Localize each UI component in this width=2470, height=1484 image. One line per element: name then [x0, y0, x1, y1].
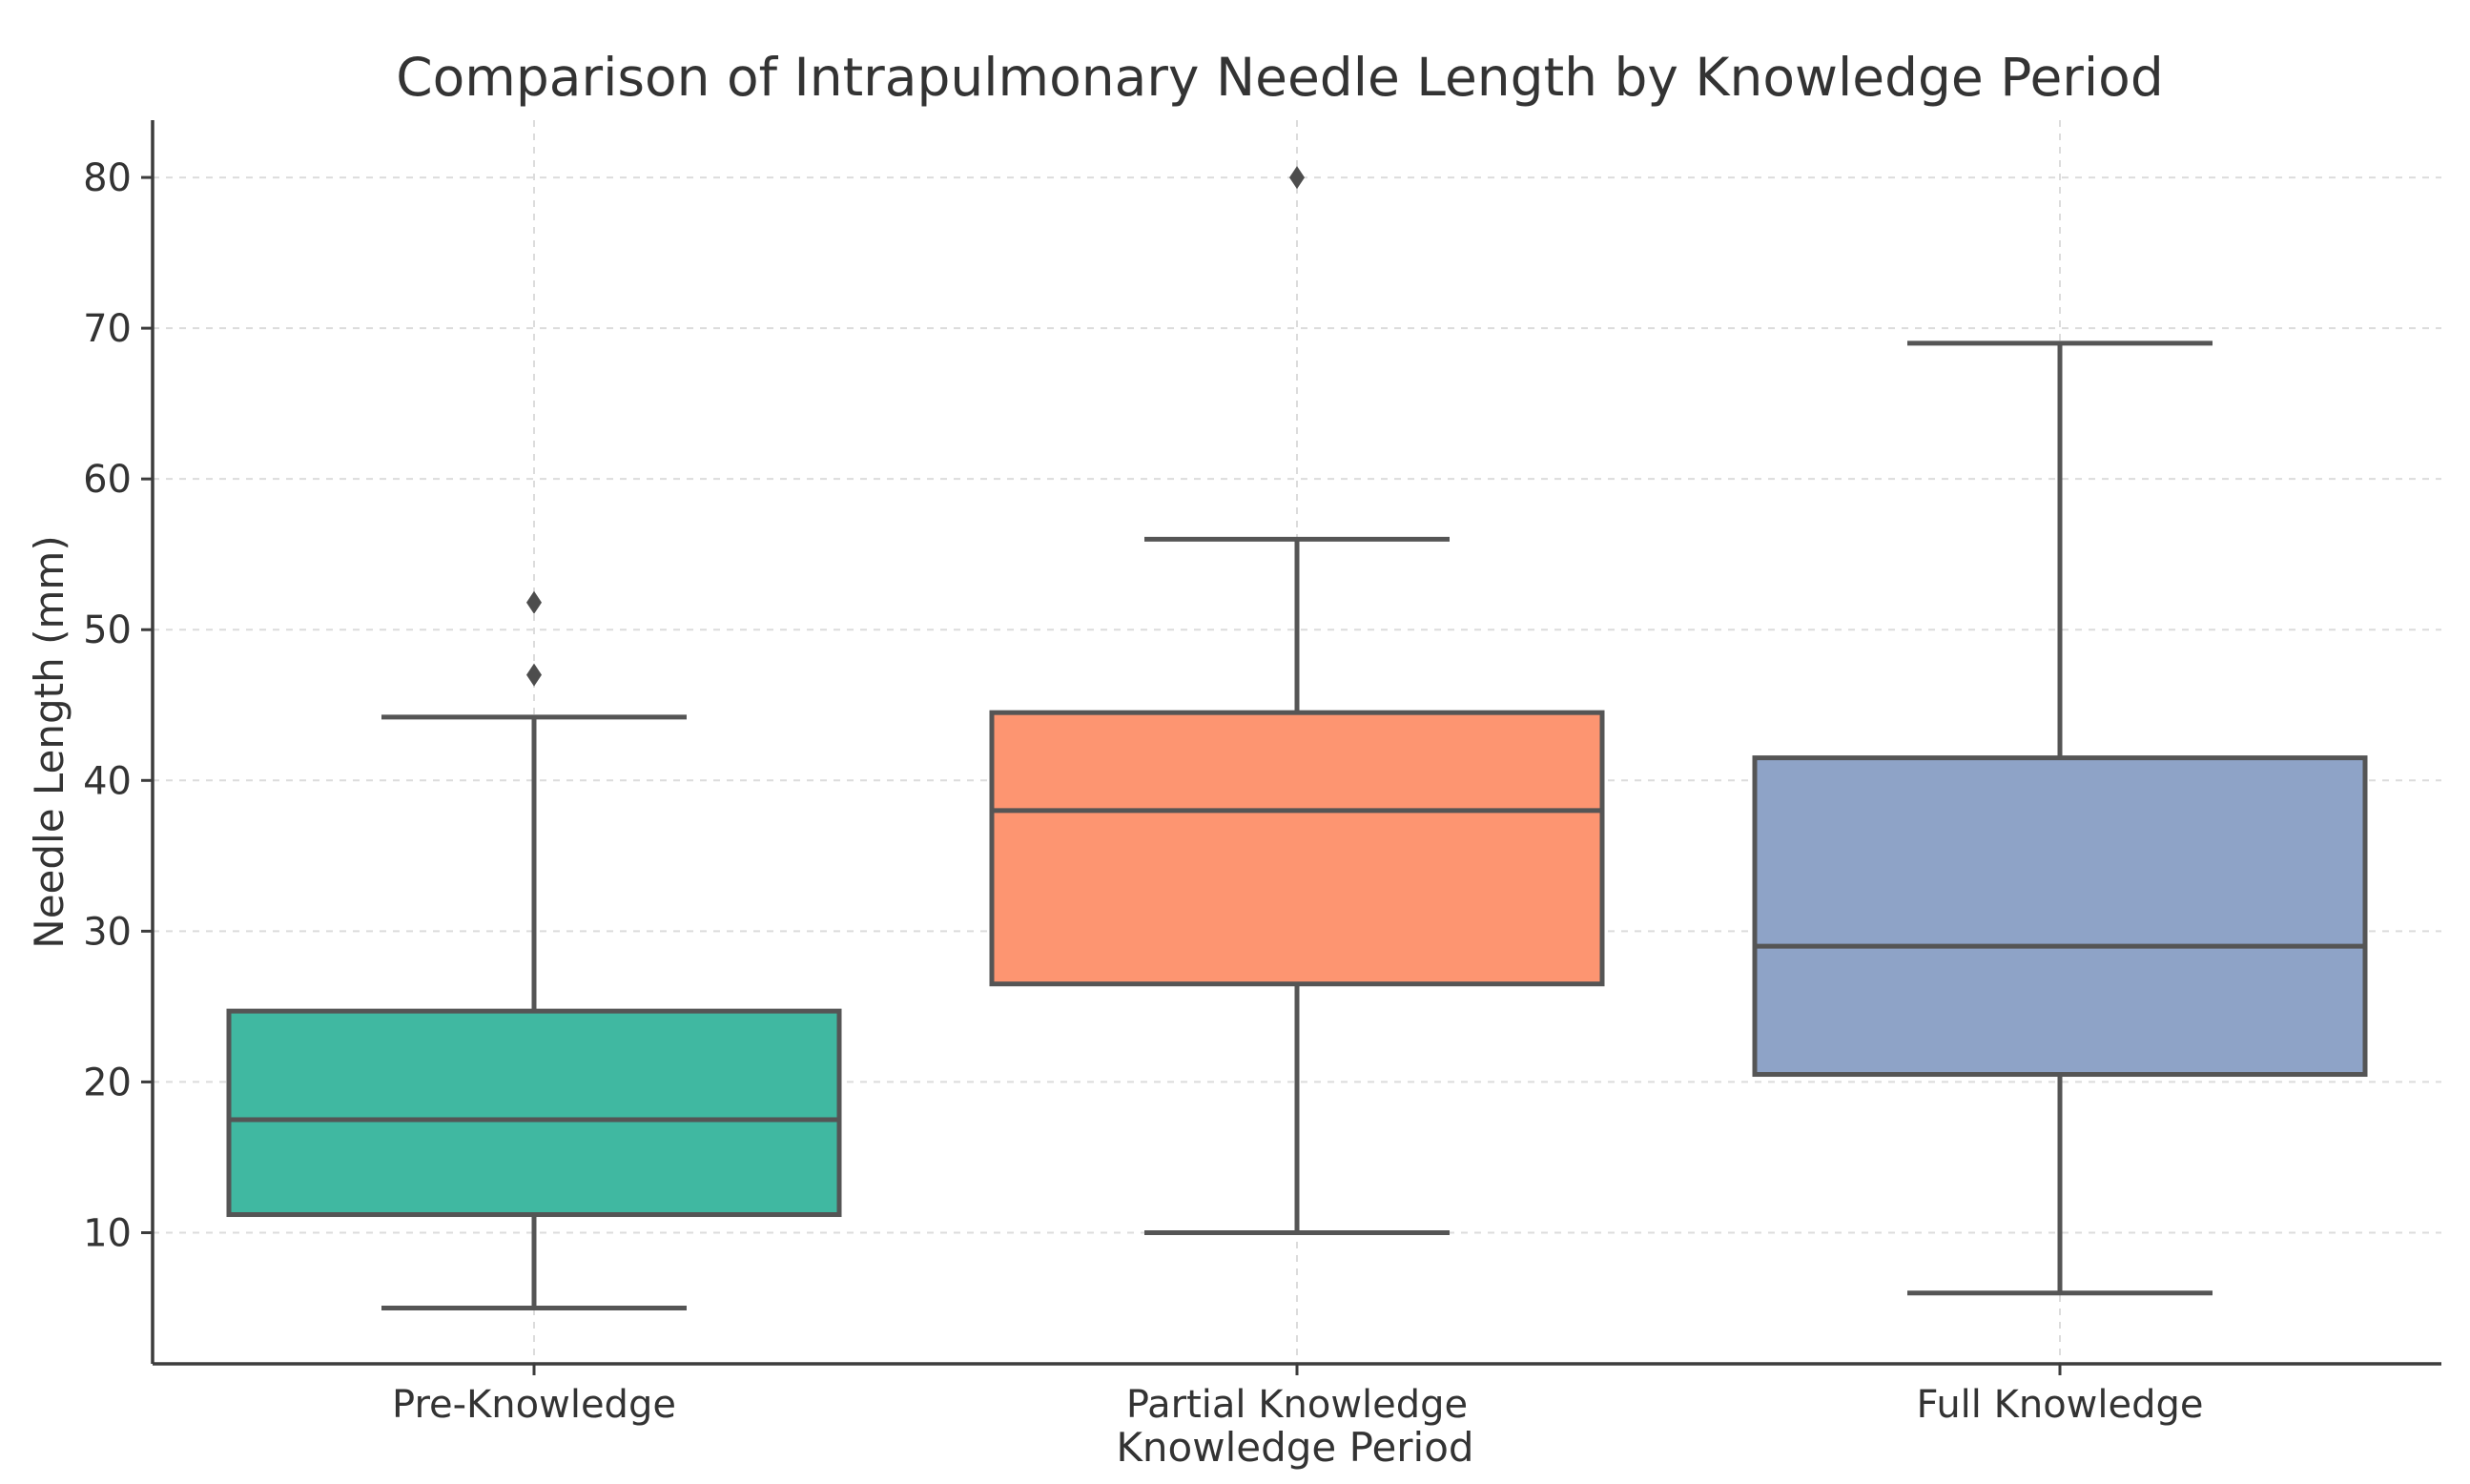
y-tick-label: 30	[83, 910, 132, 954]
box-group	[226, 590, 842, 1311]
y-tick-label: 80	[83, 156, 132, 200]
iqr-box	[226, 1008, 842, 1218]
iqr-box	[989, 710, 1605, 987]
outlier-point	[526, 663, 542, 687]
box-group	[989, 166, 1605, 1235]
y-tick-label: 60	[83, 458, 132, 502]
axis-layer: 10 20 30 40 50 60 70 80 Pre-Knowledge Partial Kno…	[83, 120, 2441, 1427]
chart-title: Comparison of Intrapulmonary Needle Leng…	[396, 47, 2164, 108]
x-tick-label: Full Knowledge	[1917, 1383, 2204, 1427]
outlier-point	[526, 590, 542, 614]
x-axis-label: Knowledge Period	[1116, 1424, 1473, 1471]
box-group	[1752, 340, 2368, 1296]
y-tick-label: 70	[83, 307, 132, 351]
y-axis-label: Needle Length (mm)	[26, 535, 72, 948]
y-tick-label: 50	[83, 608, 132, 652]
iqr-box	[1752, 755, 2368, 1078]
box-layer	[226, 166, 2368, 1311]
outlier-point	[1289, 166, 1305, 190]
y-tick-label: 10	[83, 1211, 132, 1255]
x-tick-label: Partial Knowledge	[1126, 1383, 1468, 1427]
y-tick-label: 20	[83, 1061, 132, 1104]
y-tick-label: 40	[83, 759, 132, 803]
x-tick-label: Pre-Knowledge	[392, 1383, 676, 1427]
